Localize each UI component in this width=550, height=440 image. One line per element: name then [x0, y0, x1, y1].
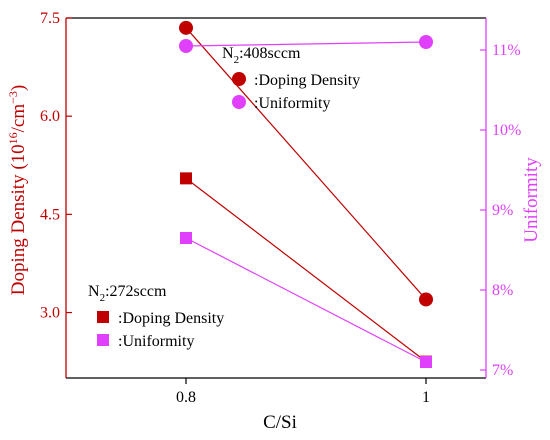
y-right-tick-label: 9% — [492, 202, 513, 219]
point-doping-408 — [179, 20, 193, 35]
point-uniformity-272 — [420, 356, 432, 368]
series-line-uniformity-408 — [185, 41, 427, 47]
series-line-doping-272 — [185, 177, 427, 363]
series-line-doping-408 — [185, 27, 427, 300]
point-uniformity-408 — [179, 39, 193, 53]
y-right-tick-label: 8% — [492, 282, 513, 299]
legend-title-408: N2:408sccm — [222, 45, 301, 66]
y-left-tick-label: 7.5 — [40, 10, 60, 27]
y-left-tick-label: 3.0 — [40, 305, 60, 322]
legend-marker-doping-circle — [232, 72, 246, 86]
legend-marker-uniformity-square — [97, 334, 109, 346]
point-doping-408 — [419, 292, 433, 307]
series-points — [179, 20, 433, 368]
legend-marker-doping-square — [97, 311, 109, 323]
y-left-tick-label: 6.0 — [40, 108, 60, 125]
axis-ticks: 0.8 1 3.0 4.5 6.0 7.5 7% 8% 9% 10% 11% — [40, 10, 521, 406]
legend-label-uniformity-408: :Uniformity — [254, 95, 330, 112]
y-right-axis-title: Uniformity — [521, 157, 542, 243]
series-line-uniformity-272 — [185, 237, 427, 363]
series-lines — [185, 27, 427, 363]
legend-title-272: N2:272sccm — [88, 283, 167, 304]
legend-label-doping-272: :Doping Density — [118, 310, 224, 327]
y-right-tick-label: 10% — [492, 122, 521, 139]
legend-group-408: N2:408sccm :Doping Density :Uniformity — [222, 45, 360, 112]
point-uniformity-272 — [180, 232, 192, 244]
y-left-tick-label: 4.5 — [40, 206, 60, 223]
legend-marker-uniformity-circle — [232, 95, 246, 109]
x-tick-label: 0.8 — [176, 389, 196, 406]
point-doping-272 — [180, 172, 192, 185]
legend-label-uniformity-272: :Uniformity — [118, 333, 194, 350]
x-axis-title: C/Si — [263, 412, 297, 433]
legend-group-272: N2:272sccm :Doping Density :Uniformity — [88, 283, 224, 350]
plot-frame — [65, 17, 487, 379]
legend-label-doping-408: :Doping Density — [254, 72, 360, 89]
y-right-tick-label: 11% — [492, 42, 521, 59]
point-uniformity-408 — [419, 35, 433, 49]
x-tick-label: 1 — [422, 389, 430, 406]
y-right-tick-label: 7% — [492, 362, 513, 379]
y-left-axis-title: Doping Density (1016/cm−3) — [6, 85, 29, 296]
